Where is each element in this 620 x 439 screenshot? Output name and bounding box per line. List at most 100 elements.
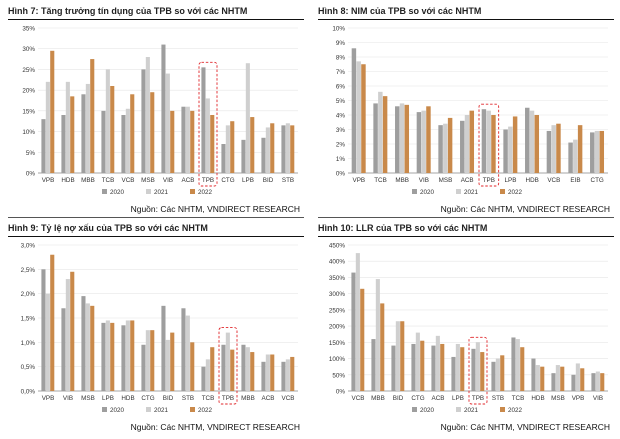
bar-2022-acb [190, 110, 195, 173]
bar-2021-ctg [225, 125, 230, 173]
x-tick-label: STB [492, 395, 504, 402]
bar-2022-tcb [520, 347, 525, 391]
legend-label-2021: 2021 [464, 189, 479, 196]
legend-swatch-2021 [146, 189, 151, 194]
bar-2021-tpb [205, 98, 210, 173]
bar-2021-hdb [125, 320, 130, 391]
y-tick-label: 30% [22, 46, 35, 53]
x-tick-label: VIB [419, 177, 429, 184]
y-tick-label: 5% [26, 150, 36, 157]
x-tick-label: BID [393, 395, 404, 402]
bar-2022-bid [170, 332, 175, 391]
bar-2021-bid [395, 321, 400, 391]
y-tick-label: 9% [336, 40, 346, 47]
x-tick-label: TCB [374, 177, 387, 184]
bar-2021-ctg [594, 130, 600, 173]
bar-2020-tcb [101, 110, 106, 173]
bar-2020-vpb [571, 374, 576, 391]
x-tick-label: VPB [42, 395, 55, 402]
x-tick-label: HDB [121, 395, 134, 402]
chart-title: Hình 10: LLR của TPB so với các NHTM [318, 223, 488, 233]
bar-2022-stb [290, 125, 295, 173]
bar-2022-acb [270, 354, 275, 391]
bar-2020-bid [391, 345, 396, 391]
bar-2021-lpb [105, 320, 110, 391]
bar-2020-lpb [451, 356, 456, 391]
bar-2022-msb [150, 92, 155, 173]
chart-panel-nim: Hình 8: NIM của TPB so với các NHTM 0% 1%… [318, 6, 614, 221]
bar-2021-tcb [205, 359, 210, 391]
bar-2022-vpb [50, 254, 55, 391]
bar-2022-ctg [230, 121, 235, 173]
highlight-box-tpb [218, 327, 238, 405]
bar-2021-acb [435, 335, 440, 391]
y-tick-label: 200% [329, 324, 346, 331]
source-note: Nguồn: Các NHTM, VNDIRECT RESEARCH [440, 204, 610, 214]
bar-2021-vcb [551, 125, 556, 173]
bar-2021-lpb [245, 63, 250, 173]
x-tick-label: LPB [242, 177, 254, 184]
bar-2021-tcb [105, 69, 110, 173]
x-tick-label: TPB [472, 395, 484, 402]
bar-2022-tcb [110, 86, 115, 173]
bar-2020-vib [416, 112, 422, 173]
y-tick-label: 10% [22, 129, 35, 136]
bar-2021-vib [65, 279, 70, 391]
bar-2020-tcb [511, 337, 516, 391]
y-tick-label: 300% [329, 291, 346, 298]
y-tick-label: 350% [329, 275, 346, 282]
legend-label-2022: 2022 [198, 407, 213, 414]
bar-2022-mbb [90, 59, 95, 174]
y-tick-label: 1,5% [21, 316, 36, 323]
y-tick-label: 150% [329, 340, 346, 347]
bar-2022-tpb [230, 349, 235, 391]
y-tick-label: 1% [336, 156, 346, 163]
source-note: Nguồn: Các NHTM, VNDIRECT RESEARCH [440, 422, 610, 432]
bar-2022-vpb [580, 368, 585, 391]
bar-2020-mbb [241, 344, 246, 391]
bar-2020-eib [568, 142, 573, 173]
legend-swatch-2022 [190, 189, 195, 194]
x-tick-label: MSB [551, 395, 565, 402]
source-note: Nguồn: Các NHTM, VNDIRECT RESEARCH [130, 204, 300, 214]
x-tick-label: LPB [505, 177, 517, 184]
bar-2021-acb [464, 115, 470, 173]
y-tick-label: 5% [336, 98, 346, 105]
x-tick-label: MBB [371, 395, 385, 402]
x-tick-label: TPB [222, 395, 234, 402]
bar-2020-acb [261, 361, 266, 391]
x-tick-label: HDB [531, 395, 544, 402]
bar-2022-lpb [460, 347, 465, 391]
bar-2020-bid [261, 137, 266, 173]
y-tick-label: 3% [336, 127, 346, 134]
chart-panel-npl-ratio: Hình 9: Tỷ lệ nợ xấu của TPB so với các … [8, 223, 304, 437]
legend-label-2021: 2021 [464, 407, 479, 414]
x-tick-label: BID [263, 177, 274, 184]
title-divider [318, 236, 614, 237]
x-tick-label: VIB [593, 395, 603, 402]
highlight-box-tpb [478, 103, 500, 187]
bar-2022-tpb [480, 352, 485, 391]
bar-2022-lpb [512, 116, 518, 173]
bar-2020-msb [551, 373, 556, 391]
x-tick-label: VCB [352, 395, 365, 402]
bar-2022-tpb [210, 115, 215, 173]
bar-2021-msb [145, 57, 150, 173]
bar-2022-vpb [361, 64, 366, 173]
x-tick-label: VPB [353, 177, 366, 184]
x-tick-label: EIB [570, 177, 580, 184]
chart-panel-llr: Hình 10: LLR của TPB so với các NHTM 0% 5… [318, 223, 614, 437]
legend-label-2020: 2020 [110, 407, 125, 414]
legend-label-2022: 2022 [198, 189, 213, 196]
bar-2022-msb [560, 366, 565, 391]
x-tick-label: CTG [411, 395, 424, 402]
bar-2021-stb [185, 315, 190, 391]
y-tick-label: 4% [336, 113, 346, 120]
title-divider [318, 19, 614, 20]
bar-2021-tpb [475, 342, 480, 391]
bar-2022-tpb [491, 115, 496, 173]
bar-2021-acb [185, 106, 190, 173]
bar-2020-hdb [531, 358, 536, 391]
y-tick-label: 2,5% [21, 267, 36, 274]
bar-2021-vib [165, 73, 170, 173]
